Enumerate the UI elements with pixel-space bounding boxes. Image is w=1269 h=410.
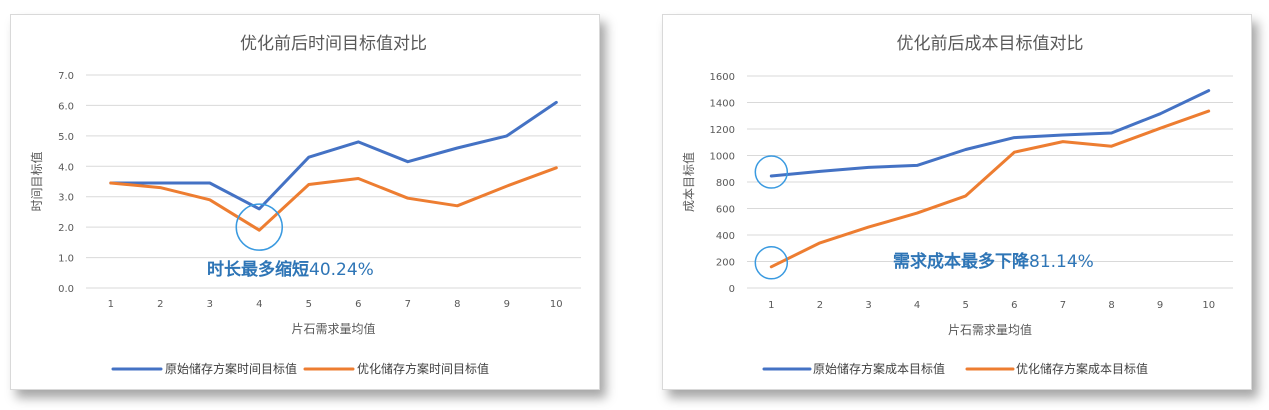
time-y-tick-label: 5.0 (58, 132, 74, 143)
cost-y-tick-label: 1600 (710, 72, 735, 83)
time-chart-panel: 优化前后时间目标值对比 0.0 1.0 2.0 3.0 4.0 5.0 6.0 7.0 1 2 3 4 5… (10, 14, 600, 390)
time-x-tick-label: 9 (504, 299, 510, 310)
cost-y-tick-label: 0 (729, 284, 735, 295)
time-y-tick-label: 3.0 (58, 193, 74, 204)
cost-x-tick-label: 9 (1157, 300, 1163, 311)
cost-y-tick-label: 1200 (710, 125, 735, 136)
time-annotation-value: 40.24% (309, 260, 374, 280)
time-series-line-original (109, 100, 558, 211)
cost-annotation-value: 81.14% (1029, 252, 1094, 272)
cost-annotation-label: 需求成本最多下降 (893, 251, 1030, 272)
time-highlight-circle (235, 203, 283, 251)
time-y-tick-label: 2.0 (58, 223, 74, 234)
time-x-tick-label: 1 (108, 299, 114, 310)
cost-y-tick-label: 800 (716, 178, 735, 189)
cost-y-tick-label: 200 (716, 258, 735, 269)
cost-y-tick-label: 600 (716, 205, 735, 216)
cost-x-tick-label: 3 (865, 300, 871, 311)
time-chart: 优化前后时间目标值对比 0.0 1.0 2.0 3.0 4.0 5.0 6.0 7.0 1 2 3 4 5… (29, 34, 581, 376)
time-x-tick-label: 3 (207, 299, 213, 310)
time-x-tick-label: 2 (157, 299, 163, 310)
cost-x-tick-label: 4 (914, 300, 920, 311)
cost-x-tick-label: 7 (1060, 300, 1066, 311)
cost-x-tick-label: 6 (1011, 300, 1017, 311)
time-y-tick-label: 1.0 (58, 254, 74, 265)
time-y-axis-label: 时间目标值 (29, 151, 44, 211)
cost-x-axis-label: 片石需求量均值 (948, 322, 1032, 337)
cost-y-tick-label: 400 (716, 231, 735, 242)
cost-x-tick-label: 5 (963, 300, 969, 311)
cost-x-tick-label: 1 (768, 300, 774, 311)
cost-chart-panel: 优化前后成本目标值对比 0 200 400 600 800 1000 1200 1400 1600… (662, 14, 1252, 390)
cost-chart-title: 优化前后成本目标值对比 (897, 34, 1084, 54)
cost-y-axis-label: 成本目标值 (681, 152, 696, 212)
cost-y-tick-label: 1000 (710, 152, 735, 163)
time-chart-title: 优化前后时间目标值对比 (240, 34, 427, 54)
time-y-tick-label: 4.0 (58, 162, 74, 173)
time-legend-label: 原始储存方案时间目标值 (165, 361, 297, 376)
time-y-tick-label: 7.0 (58, 71, 74, 82)
cost-x-tick-label: 2 (817, 300, 823, 311)
cost-x-tick-label: 10 (1202, 300, 1215, 311)
cost-series-line-original (769, 89, 1211, 178)
time-x-tick-label: 8 (454, 299, 460, 310)
time-annotation-label: 时长最多缩短 (207, 259, 309, 280)
cost-y-tick-label: 1400 (710, 99, 735, 110)
time-series-line-optimized (109, 166, 558, 232)
time-x-tick-label: 4 (256, 299, 262, 310)
time-x-tick-label: 10 (550, 299, 563, 310)
cost-legend-label: 优化储存方案成本目标值 (1016, 361, 1148, 376)
cost-legend-label: 原始储存方案成本目标值 (813, 361, 945, 376)
cost-highlight-circle (754, 155, 789, 189)
time-legend-label: 优化储存方案时间目标值 (357, 361, 489, 376)
cost-series-line-optimized (769, 109, 1211, 269)
time-x-tick-label: 7 (405, 299, 411, 310)
time-annotation: 时长最多缩短40.24% (207, 259, 374, 280)
cost-annotation: 需求成本最多下降81.14% (893, 251, 1094, 272)
time-y-tick-label: 6.0 (58, 101, 74, 112)
cost-highlight-circle (754, 246, 789, 280)
time-x-tick-label: 6 (355, 299, 361, 310)
time-x-axis-label: 片石需求量均值 (291, 321, 375, 336)
cost-x-tick-label: 8 (1108, 300, 1114, 311)
time-y-tick-label: 0.0 (58, 284, 74, 295)
cost-chart: 优化前后成本目标值对比 0 200 400 600 800 1000 1200 1400 1600… (681, 34, 1233, 376)
time-x-tick-label: 5 (306, 299, 312, 310)
